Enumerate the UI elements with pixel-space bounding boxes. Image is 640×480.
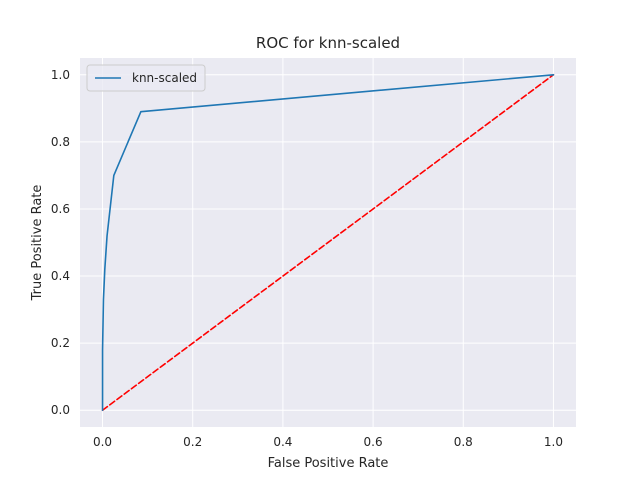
- y-tick-label: 0.6: [51, 202, 70, 216]
- y-tick-label: 0.8: [51, 135, 70, 149]
- x-tick-label: 0.0: [93, 435, 112, 449]
- grid: [80, 58, 576, 427]
- x-axis-title: False Positive Rate: [268, 456, 389, 471]
- legend-label-knn-scaled: knn-scaled: [132, 71, 197, 85]
- legend: knn-scaled: [86, 64, 206, 92]
- y-axis-title: True Positive Rate: [30, 185, 45, 302]
- reference-diagonal-line: [101, 73, 555, 412]
- series-line-knn-scaled: [101, 73, 555, 412]
- chart-title: ROC for knn-scaled: [256, 34, 400, 52]
- x-axis-ticks: 0.0 0.2 0.4 0.6 0.8 1.0: [93, 435, 563, 449]
- x-tick-label: 0.4: [273, 435, 292, 449]
- x-tick-label: 0.2: [183, 435, 202, 449]
- x-tick-label: 0.6: [364, 435, 383, 449]
- y-axis-ticks: 0.0 0.2 0.4 0.6 0.8 1.0: [51, 68, 70, 417]
- y-tick-label: 0.4: [51, 269, 70, 283]
- x-tick-label: 1.0: [544, 435, 563, 449]
- y-tick-label: 1.0: [51, 68, 70, 82]
- y-tick-label: 0.0: [51, 403, 70, 417]
- series-layer: [101, 73, 555, 412]
- y-tick-label: 0.2: [51, 336, 70, 350]
- legend-box: [86, 64, 206, 92]
- x-tick-label: 0.8: [454, 435, 473, 449]
